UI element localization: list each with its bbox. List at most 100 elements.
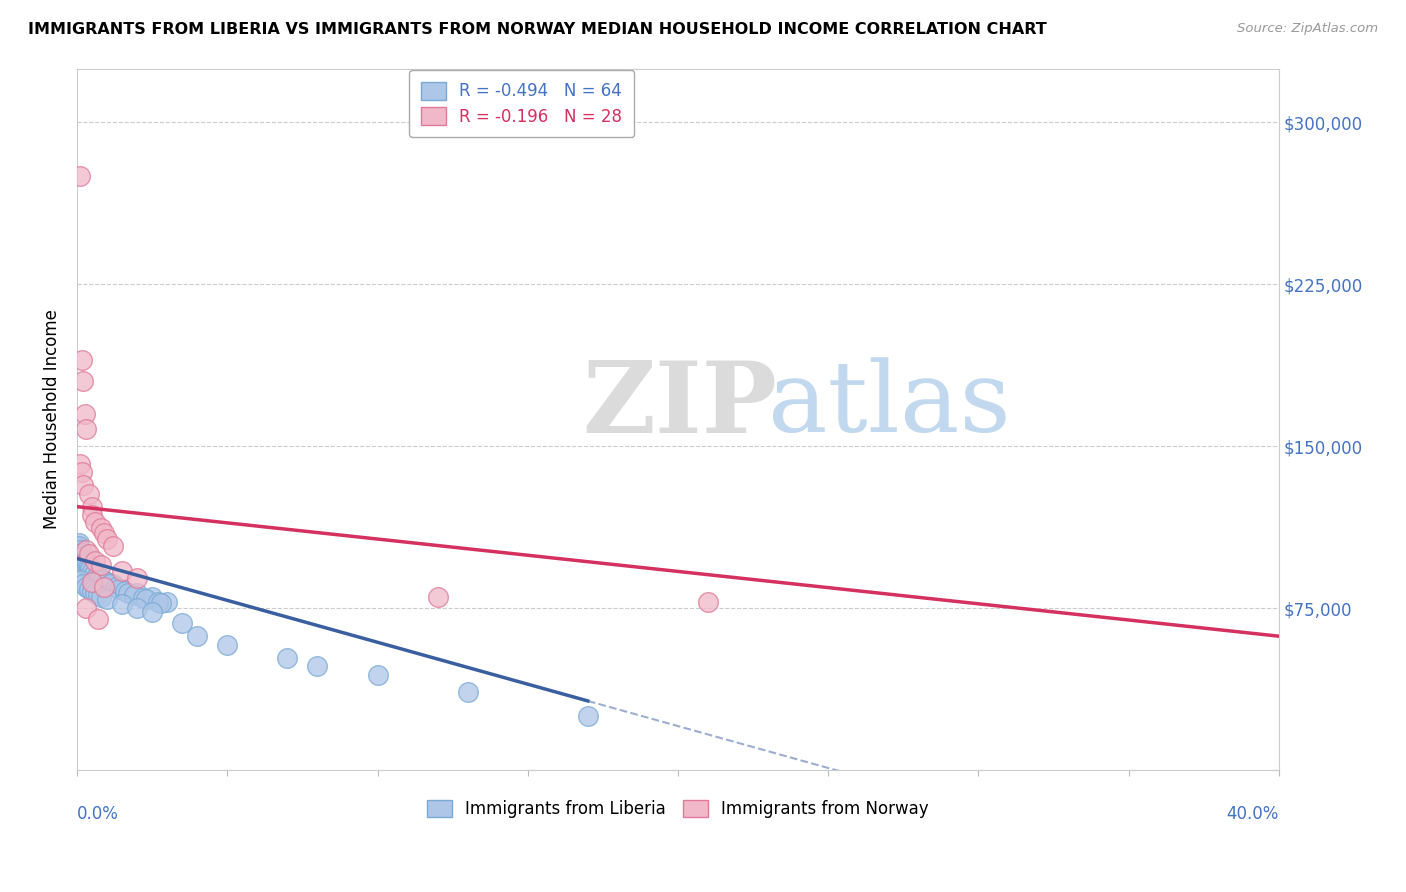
- Point: [75, 422, 97, 436]
- Point: [91, 573, 114, 587]
- Point: [84, 586, 107, 600]
- Point: [276, 650, 298, 665]
- Point: [94, 575, 117, 590]
- Point: [69, 541, 91, 555]
- Point: [307, 659, 329, 673]
- Point: [150, 596, 173, 610]
- Point: [697, 594, 720, 608]
- Point: [69, 457, 91, 471]
- Point: [90, 521, 112, 535]
- Text: IMMIGRANTS FROM LIBERIA VS IMMIGRANTS FROM NORWAY MEDIAN HOUSEHOLD INCOME CORREL: IMMIGRANTS FROM LIBERIA VS IMMIGRANTS FR…: [28, 22, 1047, 37]
- Point: [105, 580, 128, 594]
- Point: [457, 685, 479, 699]
- Point: [84, 515, 107, 529]
- Point: [76, 556, 98, 570]
- Point: [127, 571, 149, 585]
- Point: [75, 542, 97, 557]
- Point: [96, 592, 118, 607]
- Text: atlas: atlas: [768, 358, 1011, 453]
- Point: [79, 561, 101, 575]
- Point: [111, 565, 134, 579]
- Point: [73, 407, 96, 421]
- Point: [73, 556, 96, 570]
- Point: [576, 709, 599, 723]
- Point: [172, 616, 194, 631]
- Point: [82, 575, 104, 590]
- Point: [87, 588, 110, 602]
- Point: [98, 577, 121, 591]
- Point: [70, 547, 93, 561]
- Point: [67, 536, 90, 550]
- Point: [72, 554, 94, 568]
- Point: [69, 539, 91, 553]
- Point: [90, 591, 112, 605]
- Point: [111, 582, 134, 596]
- Point: [426, 591, 449, 605]
- Point: [75, 560, 97, 574]
- Point: [69, 573, 91, 587]
- Text: 0.0%: 0.0%: [77, 805, 120, 823]
- Point: [96, 575, 118, 590]
- Point: [90, 558, 112, 572]
- Point: [77, 582, 100, 596]
- Point: [101, 539, 124, 553]
- Point: [75, 558, 97, 572]
- Text: ZIP: ZIP: [582, 357, 776, 454]
- Point: [77, 558, 100, 572]
- Point: [69, 169, 91, 184]
- Legend: Immigrants from Liberia, Immigrants from Norway: Immigrants from Liberia, Immigrants from…: [420, 793, 935, 825]
- Text: Source: ZipAtlas.com: Source: ZipAtlas.com: [1237, 22, 1378, 36]
- Point: [72, 546, 94, 560]
- Point: [148, 594, 170, 608]
- Point: [217, 638, 239, 652]
- Point: [111, 597, 134, 611]
- Point: [84, 554, 107, 568]
- Point: [77, 487, 100, 501]
- Point: [127, 586, 149, 600]
- Point: [90, 571, 112, 585]
- Point: [82, 566, 104, 581]
- Point: [141, 591, 163, 605]
- Y-axis label: Median Household Income: Median Household Income: [44, 310, 60, 529]
- Point: [72, 478, 94, 492]
- Point: [77, 565, 100, 579]
- Point: [72, 577, 94, 591]
- Point: [87, 612, 110, 626]
- Point: [73, 549, 96, 564]
- Point: [82, 583, 104, 598]
- Point: [75, 601, 97, 615]
- Point: [73, 552, 96, 566]
- Point: [122, 588, 145, 602]
- Point: [101, 577, 124, 591]
- Point: [72, 375, 94, 389]
- Point: [117, 586, 139, 600]
- Point: [80, 565, 103, 579]
- Point: [135, 592, 157, 607]
- Point: [77, 547, 100, 561]
- Point: [84, 568, 107, 582]
- Point: [141, 606, 163, 620]
- Point: [75, 580, 97, 594]
- Point: [96, 532, 118, 546]
- Point: [89, 571, 111, 585]
- Point: [70, 352, 93, 367]
- Point: [86, 568, 108, 582]
- Point: [83, 566, 105, 581]
- Point: [82, 508, 104, 523]
- Point: [367, 668, 389, 682]
- Point: [72, 549, 94, 564]
- Point: [108, 582, 131, 596]
- Point: [127, 601, 149, 615]
- Text: 40.0%: 40.0%: [1226, 805, 1279, 823]
- Point: [186, 629, 208, 643]
- Point: [114, 583, 136, 598]
- Point: [75, 554, 97, 568]
- Point: [70, 545, 93, 559]
- Point: [93, 580, 115, 594]
- Point: [93, 525, 115, 540]
- Point: [69, 542, 91, 557]
- Point: [82, 500, 104, 514]
- Point: [70, 465, 93, 479]
- Point: [132, 591, 155, 606]
- Point: [156, 594, 179, 608]
